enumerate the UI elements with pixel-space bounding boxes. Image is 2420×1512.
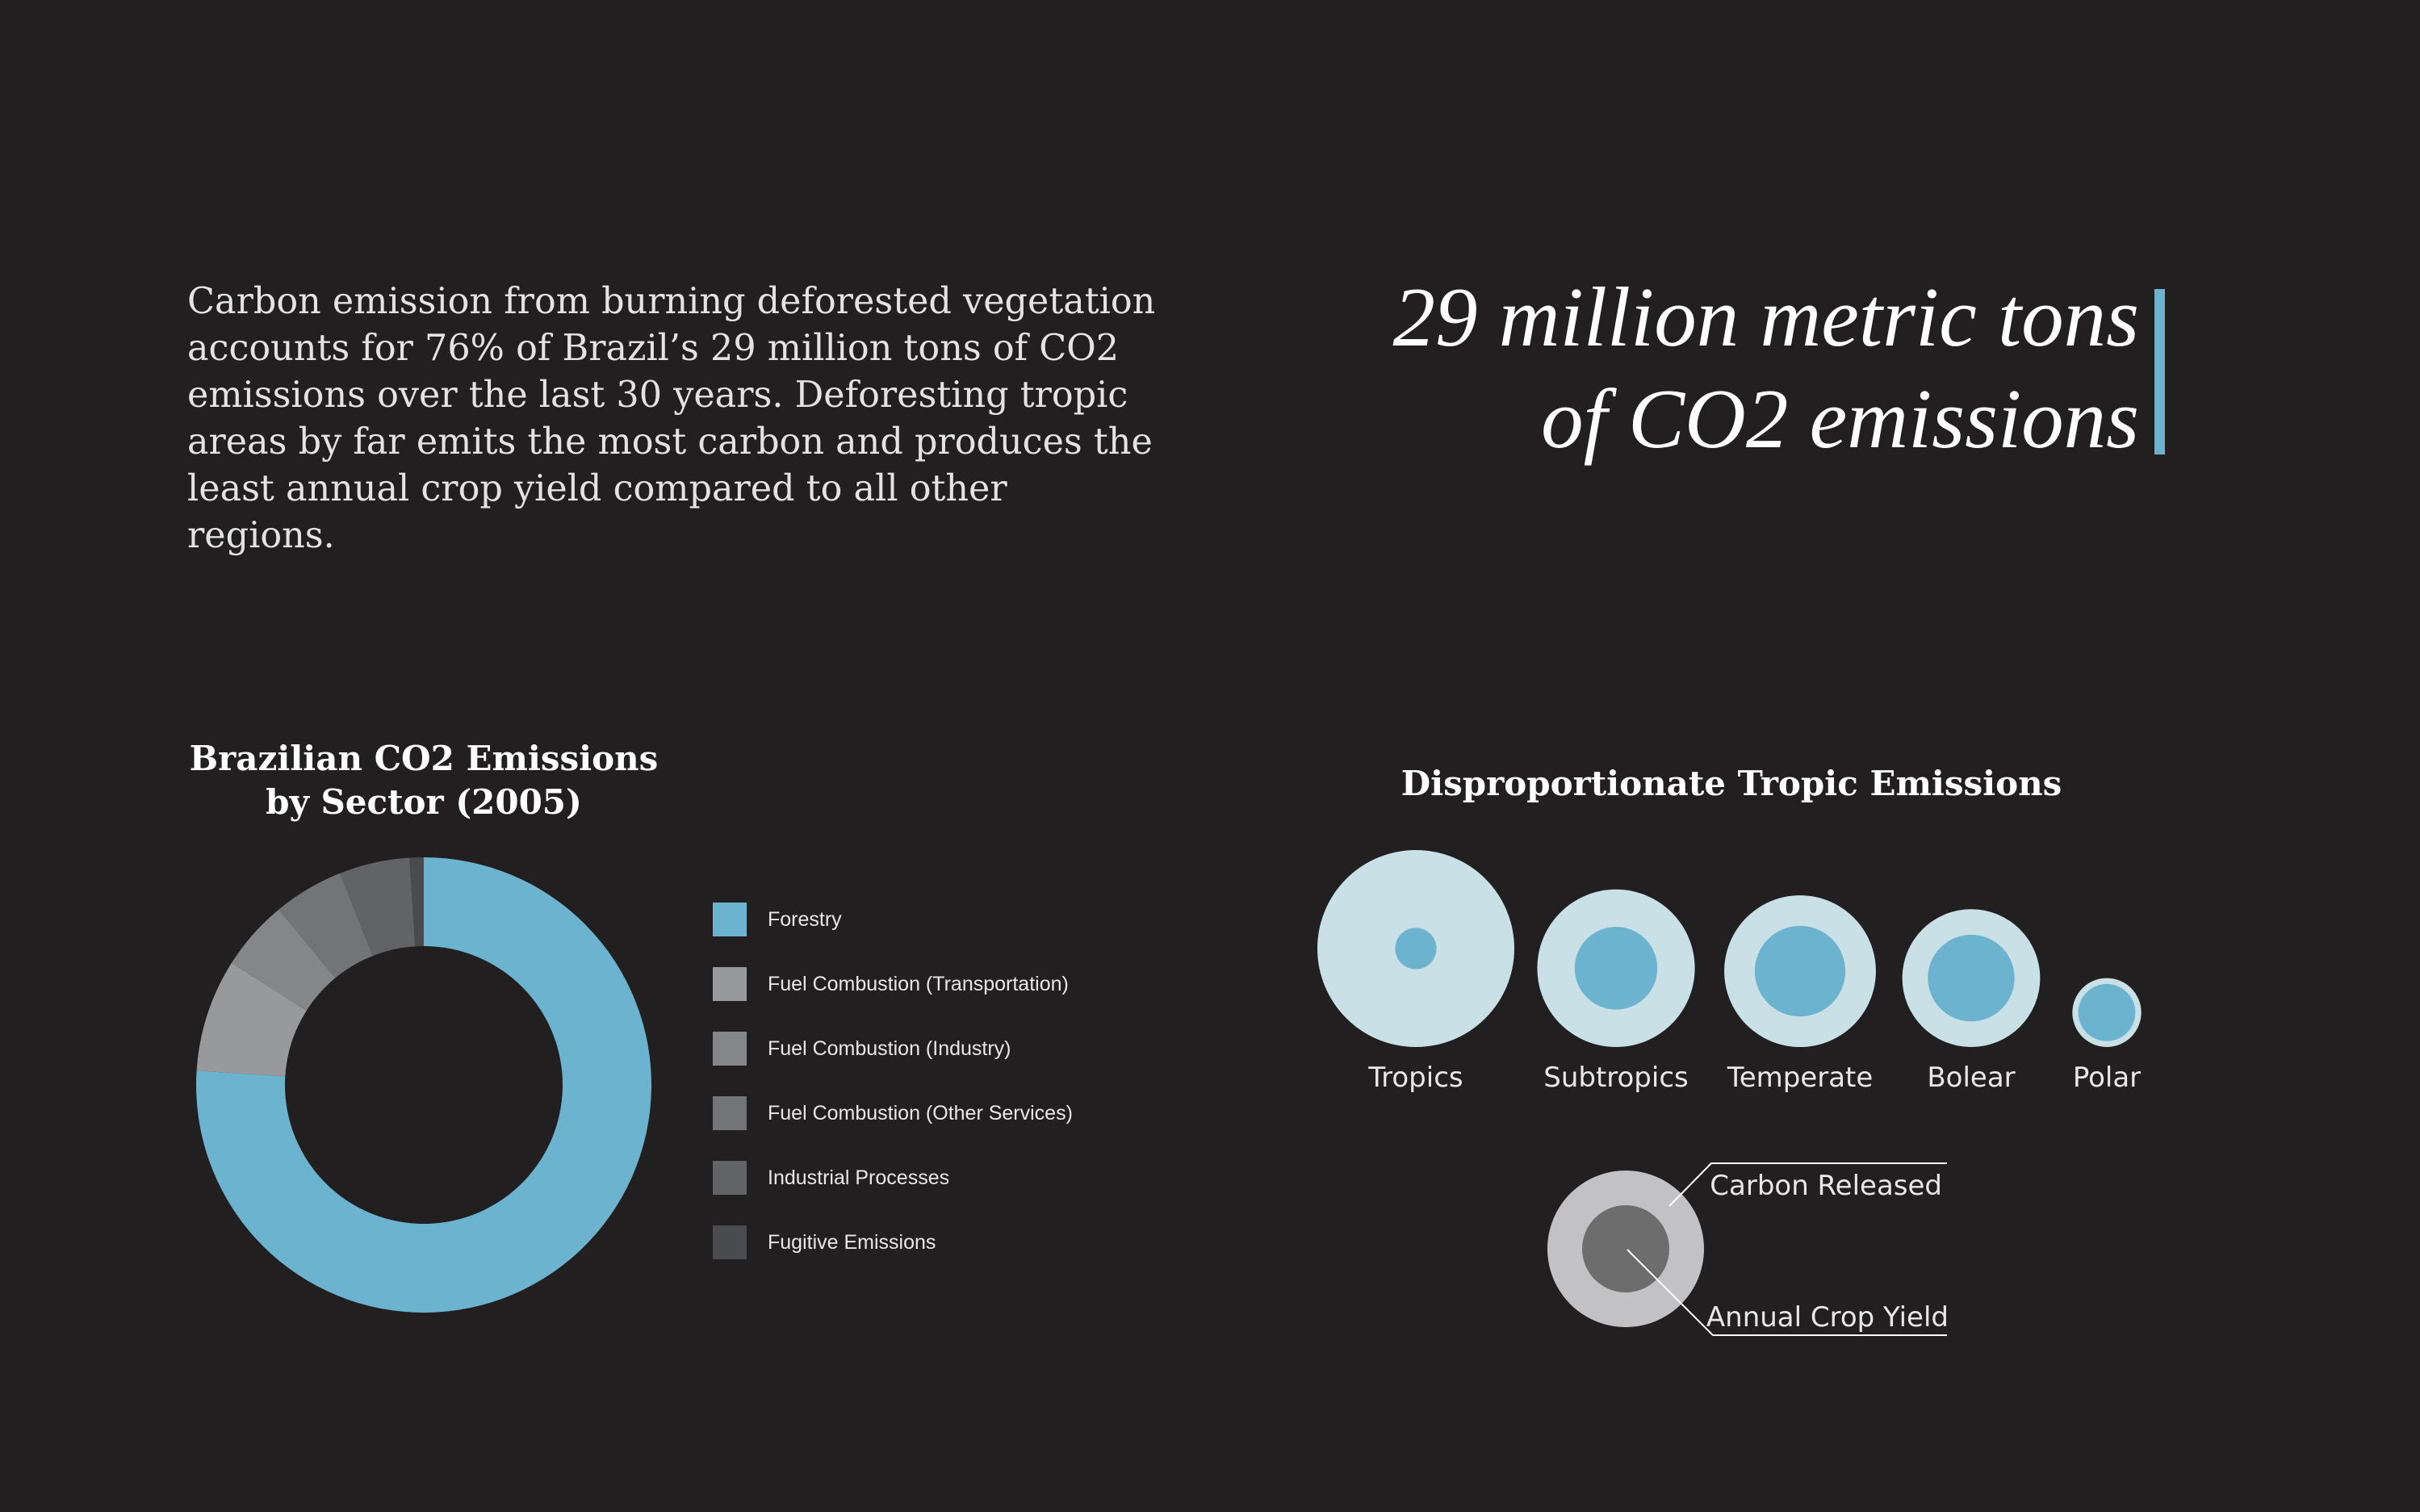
bubble-inner-tropics — [1395, 928, 1437, 970]
legend-item: Fuel Combustion (Other Services) — [713, 1096, 1073, 1130]
legend-item: Fuel Combustion (Transportation) — [713, 967, 1069, 1001]
legend-label: Fuel Combustion (Transportation) — [768, 972, 1069, 995]
legend-item: Forestry — [713, 903, 842, 936]
legend-label: Fugitive Emissions — [768, 1230, 936, 1254]
bubble-key: Carbon Released Annual Crop Yield — [1547, 1162, 1949, 1336]
bubble-inner-bolear — [1928, 934, 2015, 1022]
legend-swatch — [713, 1096, 747, 1130]
legend-swatch — [713, 903, 747, 936]
legend-swatch — [713, 1032, 747, 1066]
key-label-annual-crop-yield: Annual Crop Yield — [1706, 1301, 1949, 1334]
donut-slice-1 — [196, 962, 307, 1077]
headline: 29 million metric tons of CO2 emissions — [1392, 266, 2139, 470]
legend-item: Fugitive Emissions — [713, 1225, 936, 1259]
legend-label: Fuel Combustion (Other Services) — [768, 1101, 1073, 1125]
legend-swatch — [713, 967, 747, 1001]
donut-title-line-2: by Sector (2005) — [266, 782, 582, 822]
bubble-label-bolear: Bolear — [1927, 1062, 2015, 1094]
headline-line-2: of CO2 emissions — [1541, 371, 2139, 466]
bubble-label-temperate: Temperate — [1727, 1062, 1874, 1094]
legend-swatch — [713, 1225, 747, 1259]
legend-item: Fuel Combustion (Industry) — [713, 1032, 1011, 1066]
legend-label: Industrial Processes — [768, 1166, 950, 1189]
headline-line-1: 29 million metric tons — [1392, 270, 2139, 364]
bubble-label-polar: Polar — [2073, 1062, 2141, 1094]
donut-title-line-1: Brazilian CO2 Emissions — [189, 739, 659, 778]
donut-slice-5 — [409, 857, 424, 947]
donut-slice-4 — [340, 857, 416, 957]
bubble-label-tropics: Tropics — [1367, 1062, 1463, 1094]
bubble-chart-title: Disproportionate Tropic Emissions — [1401, 764, 2062, 803]
legend-swatch — [713, 1161, 747, 1195]
intro-paragraph: Carbon emission from burning deforested … — [187, 281, 1156, 556]
legend-item: Industrial Processes — [713, 1161, 949, 1195]
legend-label: Fuel Combustion (Industry) — [768, 1037, 1011, 1060]
donut-slice-2 — [231, 909, 336, 1011]
bubble-label-subtropics: Subtropics — [1543, 1062, 1689, 1094]
key-label-carbon-released: Carbon Released — [1710, 1170, 1942, 1202]
donut-chart-title: Brazilian CO2 Emissions by Sector (2005) — [129, 737, 718, 824]
key-leader-inner — [1627, 1249, 1947, 1336]
accent-bar — [2154, 289, 2165, 454]
bubble-inner-subtropics — [1574, 927, 1658, 1010]
legend-label: Forestry — [768, 907, 842, 931]
bubble-chart: Tropics Subtropics Temperate Bolear Polar — [1317, 850, 2142, 1094]
donut-slice-3 — [278, 873, 373, 978]
donut-chart — [196, 857, 652, 1313]
bubble-inner-polar — [2078, 983, 2136, 1041]
bubble-inner-temperate — [1754, 925, 1846, 1017]
donut-slice-0 — [196, 857, 652, 1313]
key-leader-outer — [1668, 1162, 1947, 1207]
